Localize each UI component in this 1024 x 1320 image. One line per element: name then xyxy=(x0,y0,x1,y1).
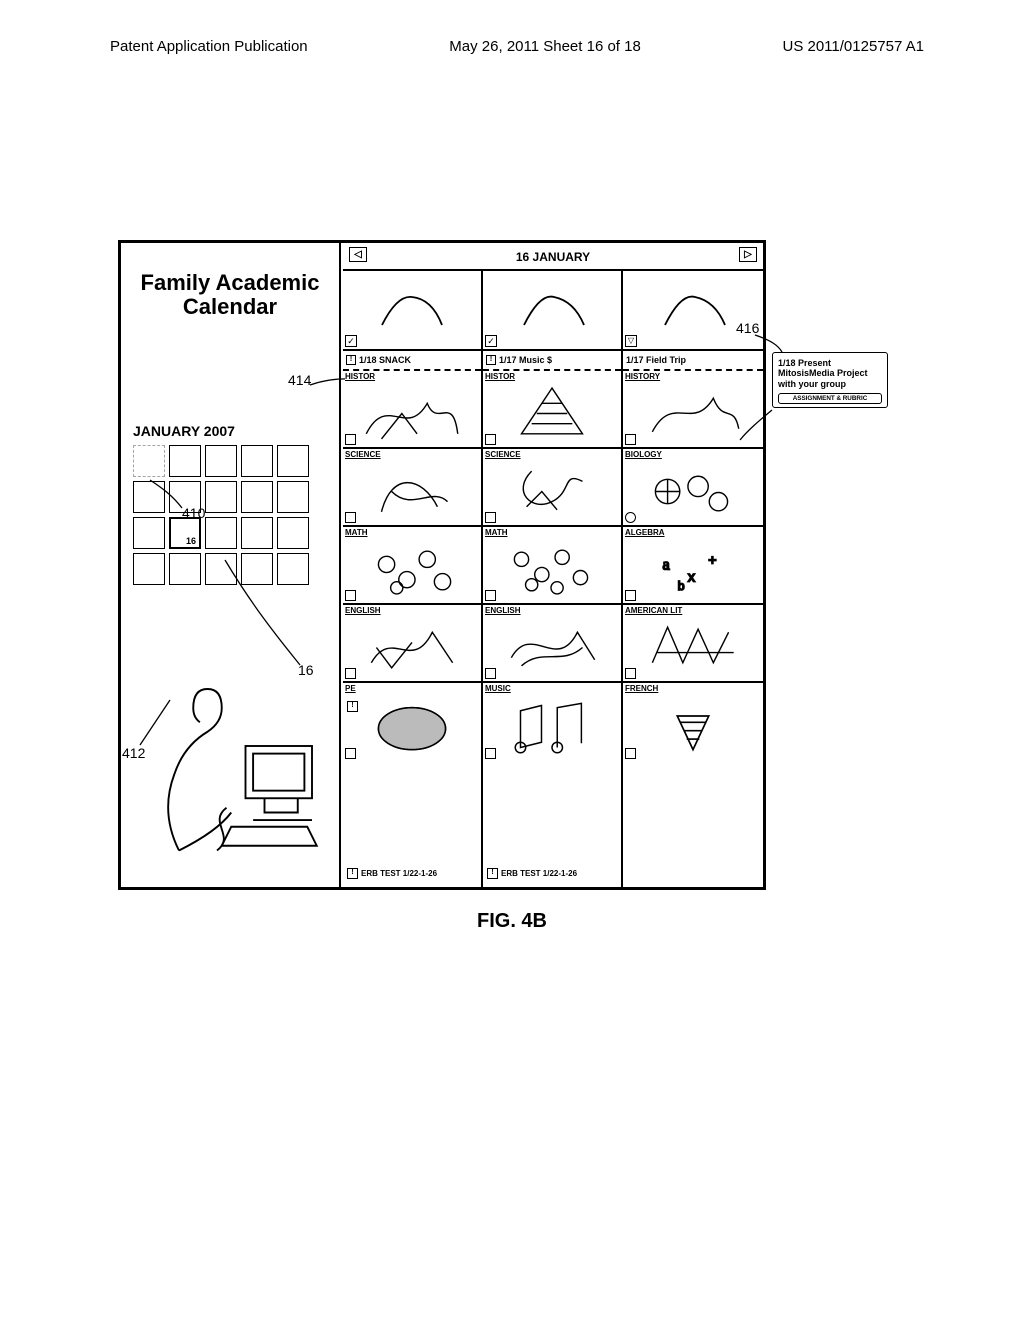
subject-label: PE xyxy=(345,684,356,693)
subject-label: SCIENCE xyxy=(485,450,521,459)
ref-414: 414 xyxy=(288,372,311,388)
subject-label: ENGLISH xyxy=(345,606,381,615)
subject-label: AMERICAN LIT xyxy=(625,606,682,615)
subject-checkbox-icon[interactable] xyxy=(345,512,356,523)
ref-16: 16 xyxy=(298,662,314,678)
figure-caption: FIG. 4B xyxy=(0,910,1024,933)
subject-checkbox-icon[interactable] xyxy=(625,590,636,601)
subject-label: HISTOR xyxy=(345,372,375,381)
subject-label: MATH xyxy=(345,528,368,537)
subject-checkbox-icon[interactable] xyxy=(625,748,636,759)
subject-checkbox-icon[interactable] xyxy=(345,748,356,759)
ref-410: 410 xyxy=(182,505,205,521)
subject-label: ALGEBRA xyxy=(625,528,665,537)
subject-checkbox-icon[interactable] xyxy=(485,512,496,523)
subject-checkbox-icon[interactable] xyxy=(625,668,636,679)
subject-checkbox-icon[interactable] xyxy=(345,590,356,601)
subject-checkbox-icon[interactable] xyxy=(345,668,356,679)
subject-label: HISTORY xyxy=(625,372,660,381)
subject-checkbox-icon[interactable] xyxy=(485,668,496,679)
subject-label: ENGLISH xyxy=(485,606,521,615)
subject-checkbox-icon[interactable] xyxy=(485,748,496,759)
subject-label: HISTOR xyxy=(485,372,515,381)
ref-416: 416 xyxy=(736,320,759,336)
subject-label: FRENCH xyxy=(625,684,658,693)
subject-label: MATH xyxy=(485,528,508,537)
subject-checkbox-icon[interactable] xyxy=(625,512,636,523)
subject-checkbox-icon[interactable] xyxy=(485,434,496,445)
ref-412: 412 xyxy=(122,745,145,761)
subject-checkbox-icon[interactable] xyxy=(625,434,636,445)
subject-checkbox-icon[interactable] xyxy=(485,590,496,601)
subject-checkbox-icon[interactable] xyxy=(345,434,356,445)
subject-label: BIOLOGY xyxy=(625,450,662,459)
subject-label: SCIENCE xyxy=(345,450,381,459)
subject-label: MUSIC xyxy=(485,684,511,693)
